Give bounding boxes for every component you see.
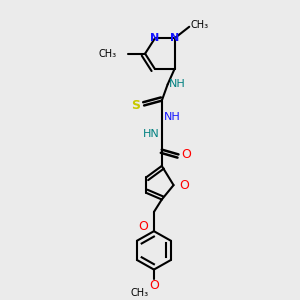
Text: HN: HN [142, 129, 159, 139]
Text: O: O [179, 178, 189, 192]
Text: NH: NH [164, 112, 181, 122]
Text: O: O [182, 148, 191, 161]
Text: N: N [150, 33, 160, 43]
Text: O: O [138, 220, 148, 233]
Text: CH₃: CH₃ [130, 288, 148, 298]
Text: CH₃: CH₃ [190, 20, 208, 30]
Text: NH: NH [169, 80, 186, 89]
Text: N: N [170, 33, 179, 43]
Text: O: O [149, 279, 159, 292]
Text: CH₃: CH₃ [98, 49, 117, 58]
Text: S: S [131, 99, 140, 112]
